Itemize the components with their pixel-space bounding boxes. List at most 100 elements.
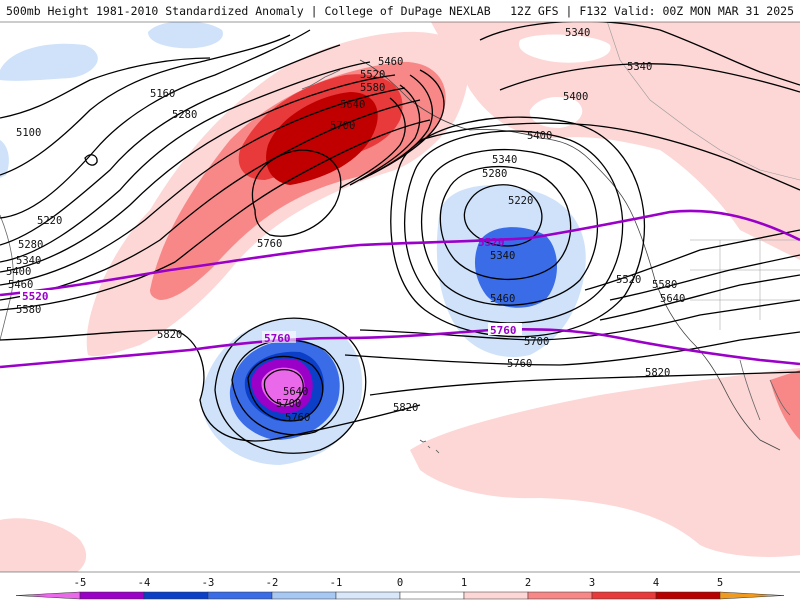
contour-5580-n	[349, 84, 421, 186]
contour-5820-s	[269, 404, 421, 441]
colorbar-tick-label: 5	[717, 577, 723, 589]
colorbar-segment	[655, 591, 721, 600]
contour-label: 5700	[524, 336, 549, 348]
contour-low-5220	[463, 184, 543, 247]
contour-small-low	[84, 154, 98, 166]
colorbar-segment	[79, 591, 145, 600]
contour-5760-ridge	[251, 149, 342, 237]
neg-anomaly-nw	[0, 43, 98, 81]
baja	[739, 359, 791, 421]
contour-label: 5460	[378, 56, 403, 68]
contour-label: 5640	[660, 293, 685, 305]
colorbar-segment	[271, 591, 337, 600]
contour-label: 5400	[527, 130, 552, 142]
contour-label: 5580	[652, 279, 677, 291]
contour-label: 5820	[157, 329, 182, 341]
contour-5340-w	[0, 61, 371, 263]
colorbar-ticks: -5 -4 -3 -2 -1 0 1 2 3 4 5	[74, 577, 723, 589]
pos-anomaly-ridge-4	[266, 92, 378, 185]
pos-anomaly-se-2	[770, 370, 800, 440]
pos-anomaly-sw	[0, 518, 87, 580]
state-lines	[690, 239, 800, 330]
pos-anomaly-ne-blank	[518, 34, 611, 63]
colorbar-tick-label: -4	[138, 577, 151, 589]
contour-5820-e	[369, 371, 800, 396]
contour-label: 5400	[563, 91, 588, 103]
contour-low-5460	[390, 116, 646, 338]
contour-low-5280	[439, 165, 572, 281]
contour-low-5340	[420, 149, 599, 306]
colorbar-segment	[591, 591, 657, 600]
pos-anomaly-ne	[430, 20, 800, 260]
contour-5460-w	[0, 87, 406, 286]
purple-5760-line	[0, 327, 800, 369]
contour-5700-m	[359, 299, 800, 341]
coastlines	[0, 0, 800, 454]
colorbar-segments	[15, 591, 785, 600]
purple-label: 5520	[478, 236, 505, 249]
contour-label: 5580	[360, 82, 385, 94]
contour-5760-m	[344, 331, 800, 366]
contour-label: 5280	[18, 239, 43, 251]
header-right-title: 12Z GFS | F132 Valid: 00Z MON MAR 31 202…	[510, 4, 794, 18]
na-west-coast	[629, 209, 781, 451]
neg-anomaly-cutoff-5	[261, 367, 305, 407]
contour-5280-w	[0, 44, 341, 246]
contour-label: 5640	[283, 386, 308, 398]
colorbar-tick-label: -2	[266, 577, 279, 589]
neg-anomaly-east-2	[474, 227, 558, 308]
contour-label: 5340	[490, 250, 515, 262]
contour-label: 5340	[565, 27, 590, 39]
colorbar: -5 -4 -3 -2 -1 0 1 2 3 4 5	[0, 571, 800, 600]
colorbar-tick-label: -5	[74, 577, 87, 589]
contour-label: 5100	[16, 127, 41, 139]
contour-cutoff-5640	[263, 369, 304, 406]
canada-interior	[599, 0, 800, 181]
contour-label: 5820	[645, 367, 670, 379]
contour-label: 5280	[172, 109, 197, 121]
contour-5580-e	[609, 254, 800, 301]
colorbar-segment	[399, 591, 465, 600]
contour-label: 5640	[340, 99, 365, 111]
colorbar-tick-label: 3	[589, 577, 595, 589]
contour-5340-top	[479, 20, 800, 86]
contour-5640-n	[339, 97, 406, 189]
pos-anomaly-ne-blank2	[529, 97, 583, 128]
contour-5160	[0, 34, 291, 176]
header-bar	[0, 0, 800, 22]
contour-label: 5820	[393, 402, 418, 414]
contour-low-5400	[403, 130, 624, 324]
colorbar-tick-label: 1	[461, 577, 467, 589]
contour-labels: 5100 5160 5220 5280 5340 5400 5460 5580 …	[6, 27, 685, 424]
asia-coast	[0, 214, 14, 341]
contour-label: 5400	[6, 266, 31, 278]
colorbar-tick-label: -1	[330, 577, 343, 589]
contour-label: 5580	[16, 304, 41, 316]
contour-label: 5340	[16, 255, 41, 267]
neg-anomaly-top	[148, 21, 223, 49]
purple-contours	[0, 209, 800, 369]
colorbar-segment	[527, 591, 593, 600]
alaska-coast	[359, 59, 631, 211]
colorbar-segment	[719, 591, 785, 600]
contour-label: 5520	[616, 274, 641, 286]
colorbar-segment	[207, 591, 273, 600]
colorbar-segment	[463, 591, 529, 600]
contour-5520-e	[584, 229, 800, 291]
contour-label: 5460	[8, 279, 33, 291]
contour-label: 5460	[490, 293, 515, 305]
colorbar-tick-label: 0	[397, 577, 403, 589]
aleutians	[301, 69, 341, 90]
contour-label: 5700	[276, 398, 301, 410]
purple-labels: 5520 5520 5760 5760	[20, 236, 522, 345]
contour-label: 5220	[37, 215, 62, 227]
contour-label: 5340	[492, 154, 517, 166]
contour-5520-n	[359, 74, 433, 181]
contour-label: 5220	[508, 195, 533, 207]
contour-label: 5700	[330, 120, 355, 132]
contour-5400-mid	[419, 122, 800, 191]
contour-label: 5760	[257, 238, 282, 250]
colorbar-segment	[143, 591, 209, 600]
contour-5220-w	[0, 29, 311, 219]
